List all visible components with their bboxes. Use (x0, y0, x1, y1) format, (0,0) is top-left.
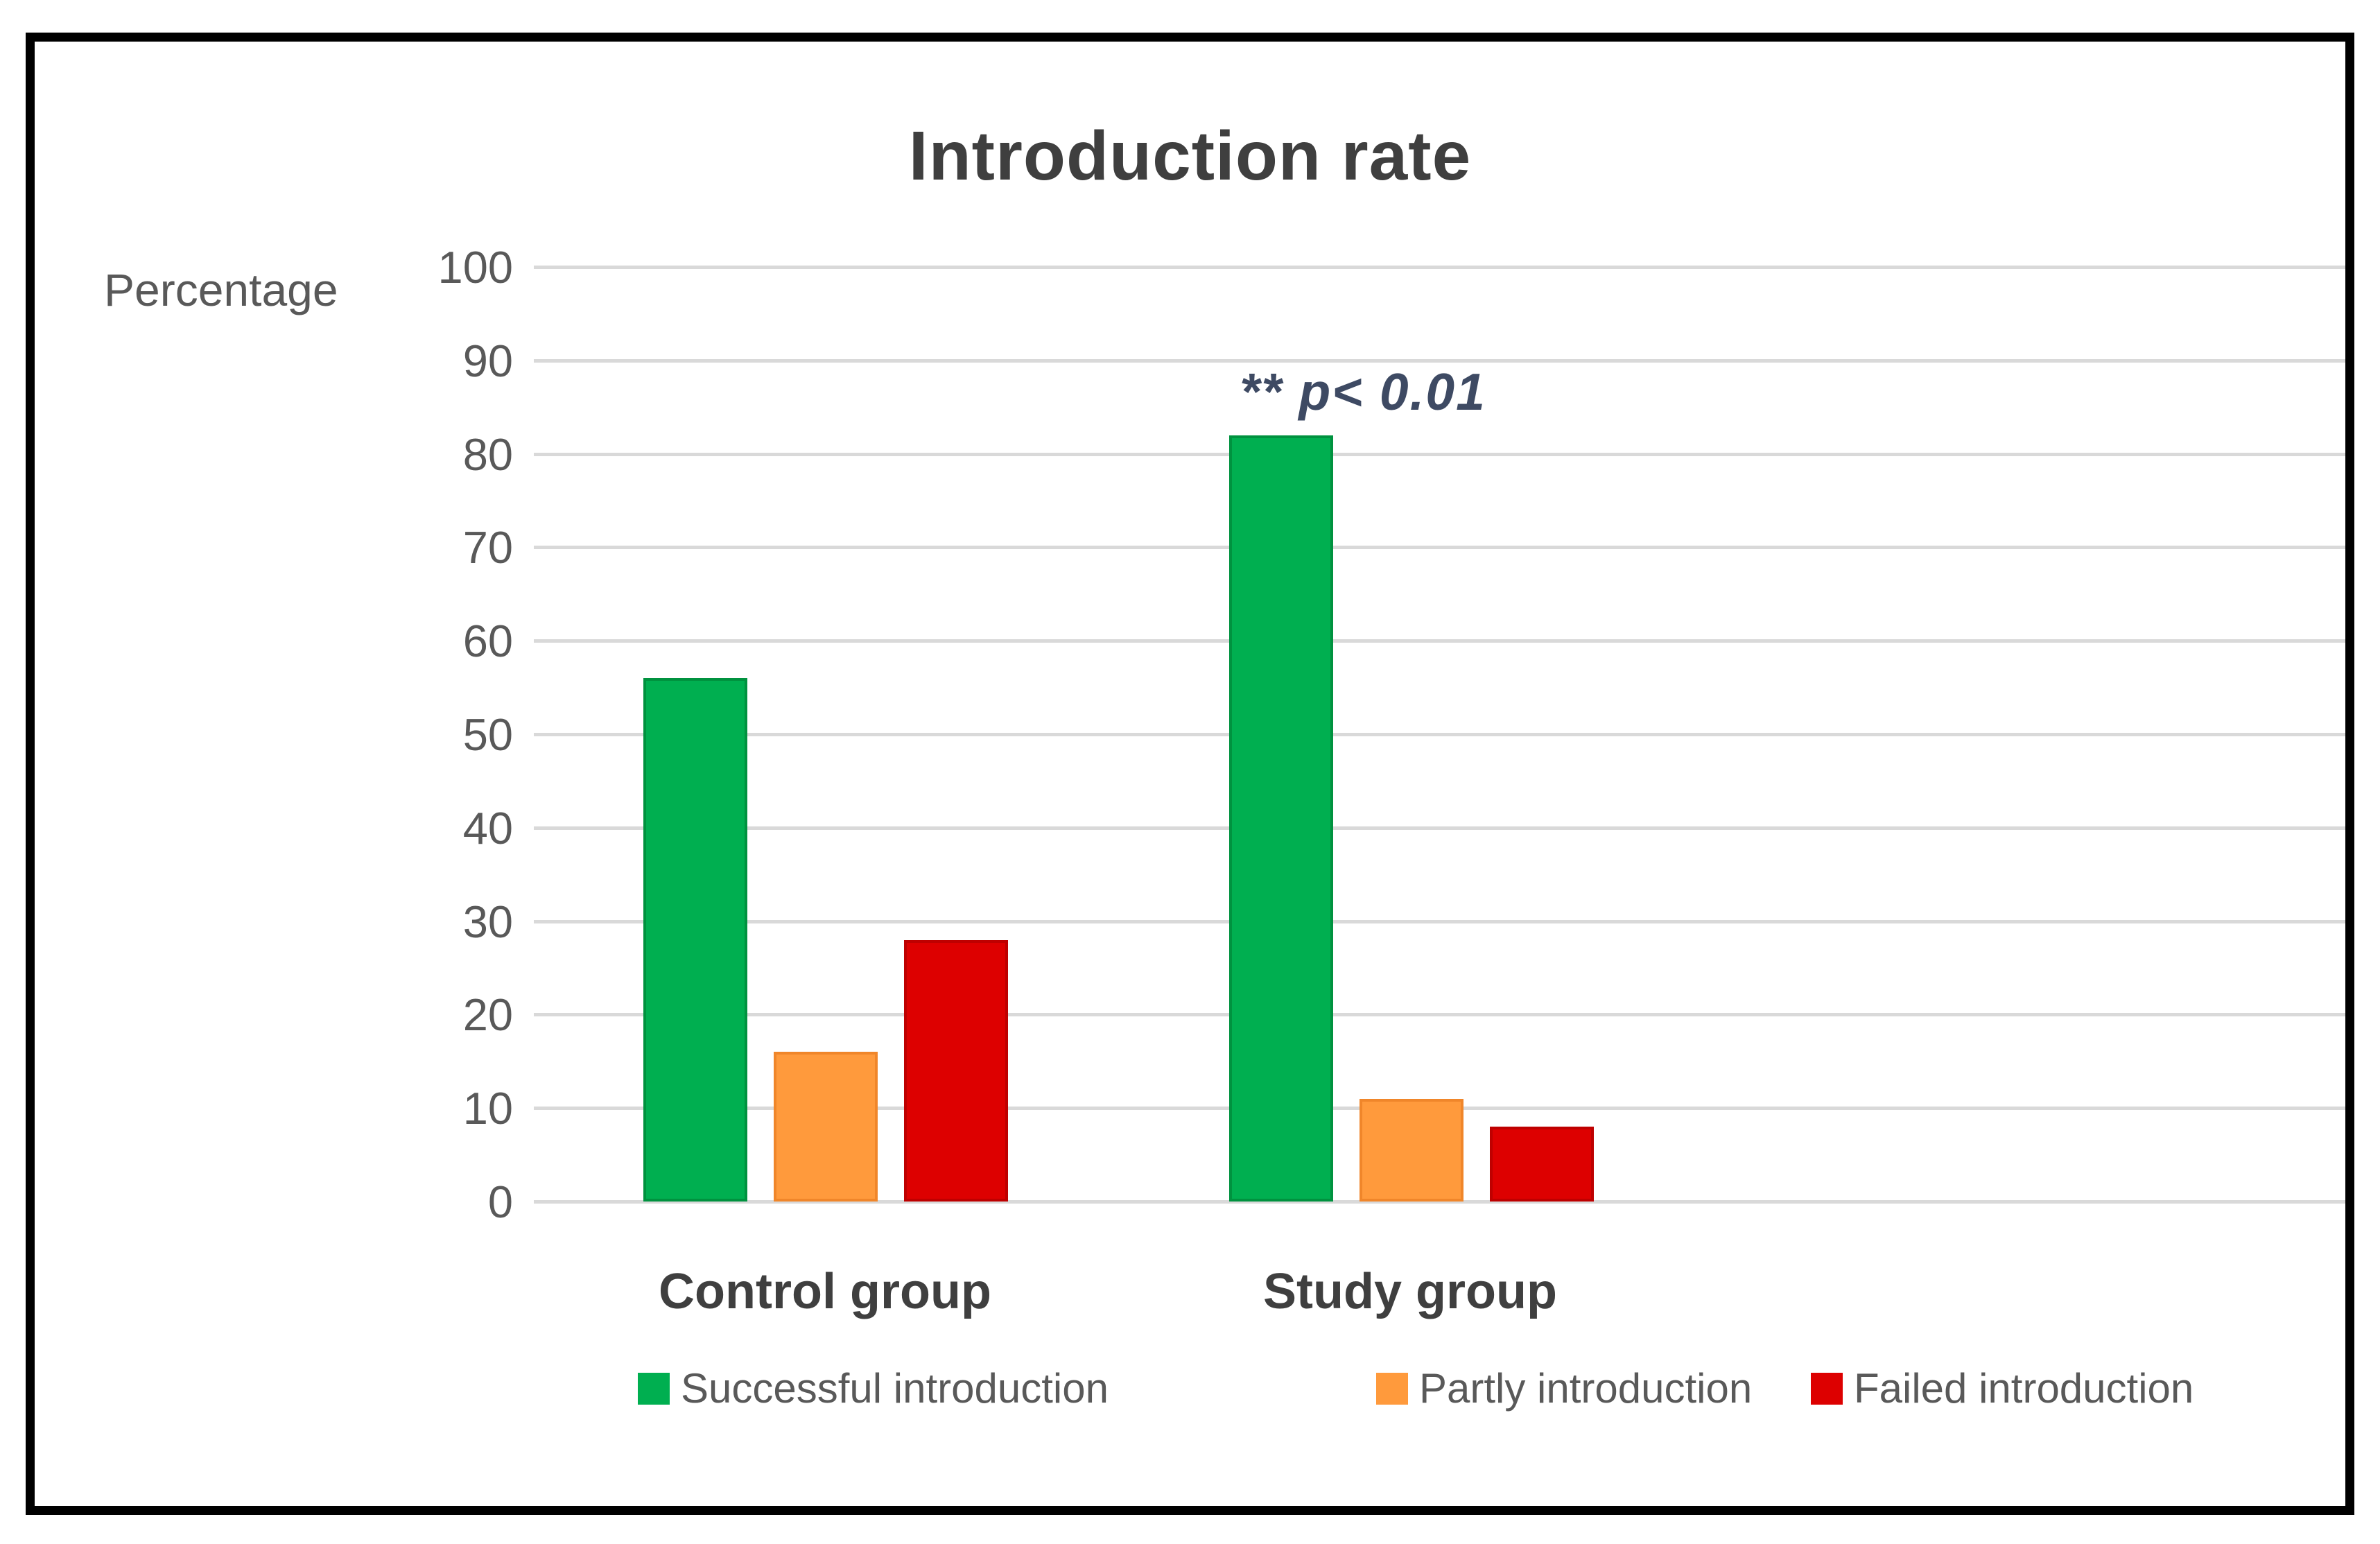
gridline-80 (534, 452, 2345, 456)
legend-label-failed: Failed introduction (1854, 1365, 2194, 1412)
gridline-100 (534, 266, 2345, 269)
figure-border (26, 33, 2354, 1515)
gridline-20 (534, 1013, 2345, 1017)
legend-item-partly-introduction: Partly introduction (1376, 1364, 1752, 1412)
legend-item-successful-introduction: Successful introduction (638, 1364, 1109, 1412)
category-label-control-group: Control group (659, 1264, 991, 1319)
legend-swatch-successful-icon (638, 1372, 670, 1405)
y-tick-label-0: 0 (487, 1177, 513, 1227)
y-tick-label-40: 40 (462, 802, 513, 853)
y-tick-label-60: 60 (462, 616, 513, 667)
y-tick-label-90: 90 (462, 335, 513, 386)
y-tick-label-10: 10 (462, 1083, 513, 1134)
significance-annotation: ** p< 0.01 (1240, 363, 1486, 421)
bar-control-group-successful (643, 678, 747, 1202)
y-tick-label-80: 80 (462, 428, 513, 480)
legend-label-partly: Partly introduction (1419, 1365, 1753, 1412)
y-tick-label-50: 50 (462, 709, 513, 760)
y-axis-title: Percentage (104, 264, 338, 315)
gridline-70 (534, 546, 2345, 550)
plot-area (534, 266, 2345, 1204)
bar-study-group-successful (1229, 435, 1333, 1202)
chart-title: Introduction rate (908, 117, 1472, 195)
category-label-study-group: Study group (1263, 1264, 1557, 1319)
legend-label-successful: Successful introduction (681, 1365, 1109, 1412)
bar-control-group-failed (904, 939, 1008, 1202)
bar-study-group-partly (1360, 1098, 1463, 1202)
y-tick-label-70: 70 (462, 522, 513, 573)
gridline-40 (534, 826, 2345, 830)
y-tick-label-100: 100 (437, 242, 513, 293)
y-tick-label-30: 30 (462, 896, 513, 947)
bar-control-group-partly (774, 1052, 878, 1202)
gridline-0 (534, 1200, 2345, 1204)
gridline-60 (534, 639, 2345, 643)
gridline-30 (534, 919, 2345, 923)
y-tick-label-20: 20 (462, 989, 513, 1041)
legend-swatch-partly-icon (1376, 1372, 1408, 1405)
legend-swatch-failed-icon (1811, 1372, 1843, 1405)
bar-study-group-failed (1490, 1127, 1594, 1202)
gridline-50 (534, 733, 2345, 736)
gridline-90 (534, 358, 2345, 363)
legend-item-failed-introduction: Failed introduction (1811, 1364, 2194, 1412)
